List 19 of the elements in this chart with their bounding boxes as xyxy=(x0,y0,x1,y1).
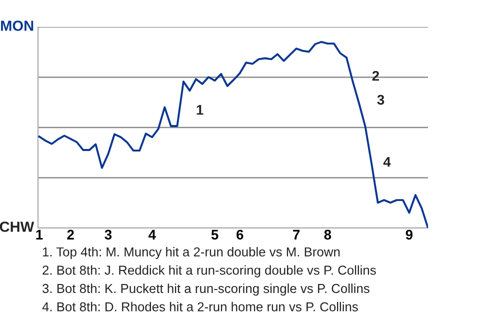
text: MON xyxy=(1,20,34,31)
x-tick-label: 4 xyxy=(148,230,156,240)
annotation: 3 xyxy=(377,94,384,105)
text: 3. Bot 8th: K. Puckett hit a run-scoring single vs P. Collins xyxy=(42,284,370,296)
annotation: 1 xyxy=(196,105,204,115)
text: 1. Top 4th: M. Muncy hit a 2-run double vs M. Brown xyxy=(42,246,340,260)
x-tick-label: 9 xyxy=(406,230,413,240)
x-tick-label: 1 xyxy=(36,230,43,240)
text: 2. Bot 8th: J. Reddick hit a run-scoring double vs P. Collins xyxy=(42,265,376,278)
x-tick-label: 3 xyxy=(104,230,112,240)
x-tick-label: 7 xyxy=(293,230,300,240)
text: 4. Bot 8th: D. Rhodes hit a 2-run home run vs P. Collins xyxy=(42,302,358,312)
annotation: 4 xyxy=(383,157,391,167)
text: CHW xyxy=(0,222,34,232)
x-tick-label: 5 xyxy=(211,230,218,240)
x-tick-label: 6 xyxy=(236,230,244,240)
annotation: 2 xyxy=(372,70,380,81)
x-tick-label: 2 xyxy=(67,230,74,240)
x-tick-label: 8 xyxy=(324,230,332,240)
